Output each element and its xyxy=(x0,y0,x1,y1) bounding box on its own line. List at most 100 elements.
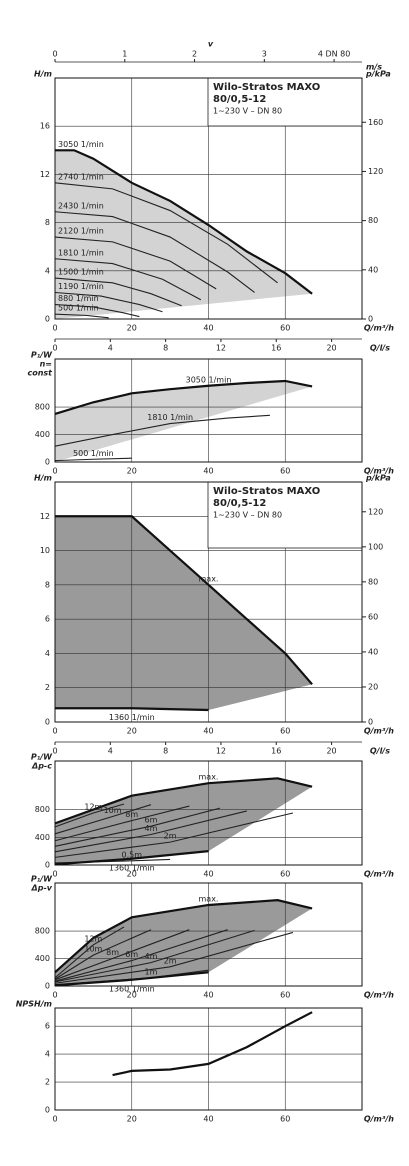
operating-range xyxy=(55,380,313,462)
x-axis-label: Q/m³/h xyxy=(364,1115,394,1124)
x-tick-label: 0 xyxy=(52,870,57,879)
info-box xyxy=(207,481,363,549)
curve-label: 1810 1/min xyxy=(147,413,193,422)
x-tick-label: 40 xyxy=(203,991,213,1000)
x-axis-label: Q/m³/h xyxy=(364,467,394,476)
y-axis-label: n= xyxy=(40,360,52,369)
y-tick-label: 0 xyxy=(45,861,50,870)
x-tick-label: 40 xyxy=(203,324,213,333)
x-tick-label: 40 xyxy=(203,1115,213,1124)
curve xyxy=(54,277,182,307)
x-tick-label: 40 xyxy=(203,870,213,879)
x2-tick-label: 8 xyxy=(163,747,168,756)
curve xyxy=(55,707,209,712)
curve-label: 2740 1/min xyxy=(58,172,104,181)
plot-frame xyxy=(54,358,363,463)
y-tick-label: 0 xyxy=(45,315,50,324)
x2-tick-label: 0 xyxy=(52,344,57,353)
curve-label: max. xyxy=(199,894,219,903)
curve-label: 1m xyxy=(144,967,157,976)
v-tick-label: 3 xyxy=(262,50,267,59)
v-tick-label: 4 DN 80 xyxy=(318,50,351,59)
y-tick-label: 10 xyxy=(40,546,50,555)
x-axis-label: Q/m³/h xyxy=(364,727,394,736)
x-tick-label: 40 xyxy=(203,467,213,476)
info-box-text: 80/0,5-12 xyxy=(213,498,266,509)
operating-range xyxy=(55,778,313,865)
curve xyxy=(54,899,313,974)
curve-label: 0,5m xyxy=(121,850,142,859)
curve-label: 8m xyxy=(125,810,138,819)
y-axis-label: Δp-c xyxy=(31,762,52,771)
curve xyxy=(54,850,209,866)
curve-label: 880 1/min xyxy=(58,294,99,303)
curve xyxy=(54,931,294,984)
x2-tick-label: 12 xyxy=(216,747,226,756)
curve-label: 2120 1/min xyxy=(58,227,104,236)
v-axis-label: v xyxy=(208,40,214,49)
y-tick-label: 12 xyxy=(40,170,50,179)
curve xyxy=(54,807,221,847)
v-axis-unit: m/s xyxy=(366,63,382,72)
y-axis-label: Δp-v xyxy=(31,884,53,893)
y-tick-label: 16 xyxy=(40,122,50,131)
curve-label: 2m xyxy=(164,832,177,841)
y-tick-label: 0 xyxy=(45,1106,50,1115)
y-axis-label: H/m xyxy=(34,474,52,483)
x-tick-label: 0 xyxy=(52,991,57,1000)
info-box-text: 80/0,5-12 xyxy=(213,94,266,105)
y2-axis-label: p/kPa xyxy=(365,474,391,483)
y-tick-label: 8 xyxy=(45,218,50,227)
curve-label: 500 1/min xyxy=(73,449,114,458)
curve xyxy=(54,929,228,982)
x-tick-label: 0 xyxy=(52,727,57,736)
info-box-text: 1~230 V – DN 80 xyxy=(213,107,282,116)
v-tick-label: 0 xyxy=(52,50,57,59)
curve-label: 3050 1/min xyxy=(58,140,104,149)
curve xyxy=(54,926,125,979)
plot-frame xyxy=(54,1007,363,1111)
y-tick-label: 800 xyxy=(35,805,50,814)
curve-label: max. xyxy=(199,773,219,782)
curve-label: 4m xyxy=(144,824,157,833)
curve xyxy=(54,291,163,313)
x-axis-label: Q/m³/h xyxy=(364,991,394,1000)
curve-label: 6m xyxy=(144,816,157,825)
x-tick-label: 20 xyxy=(127,870,137,879)
x-tick-label: 20 xyxy=(127,1115,137,1124)
operating-range xyxy=(55,516,313,710)
x2-axis-label: Q/l/s xyxy=(370,747,390,756)
y2-tick-label: 20 xyxy=(368,682,378,691)
y-tick-label: 2 xyxy=(45,1078,50,1087)
curve xyxy=(112,1011,313,1077)
info-box-text: 1~230 V – DN 80 xyxy=(213,511,282,520)
y-tick-label: 0 xyxy=(45,982,50,991)
v-tick-label: 2 xyxy=(192,50,197,59)
y-axis-label: NPSH/m xyxy=(16,1000,52,1009)
operating-range xyxy=(55,150,313,319)
x-tick-label: 0 xyxy=(52,467,57,476)
y-tick-label: 800 xyxy=(35,403,50,412)
x-axis-label: Q/m³/h xyxy=(364,870,394,879)
curve-label: 1360 1/min xyxy=(109,984,155,993)
x2-tick-label: 0 xyxy=(52,747,57,756)
y-tick-label: 2 xyxy=(45,683,50,692)
y-tick-label: 4 xyxy=(45,1050,50,1059)
x-tick-label: 0 xyxy=(52,324,57,333)
y-axis-label: H/m xyxy=(34,70,52,79)
curve xyxy=(54,929,190,981)
curve xyxy=(54,929,152,980)
x-tick-label: 60 xyxy=(280,727,290,736)
curve-label: 2m xyxy=(164,956,177,965)
curve-label: 1190 1/min xyxy=(58,282,104,291)
curve-label: 500 1/min xyxy=(58,304,99,313)
curve-label: 1500 1/min xyxy=(58,268,104,277)
x2-tick-label: 20 xyxy=(326,344,336,353)
info-box-text: Wilo-Stratos MAXO xyxy=(213,486,320,497)
x2-tick-label: 8 xyxy=(163,344,168,353)
x2-tick-label: 16 xyxy=(271,344,281,353)
curve xyxy=(54,211,255,293)
curve xyxy=(54,379,313,415)
y2-axis-label: p/kPa xyxy=(365,70,391,79)
